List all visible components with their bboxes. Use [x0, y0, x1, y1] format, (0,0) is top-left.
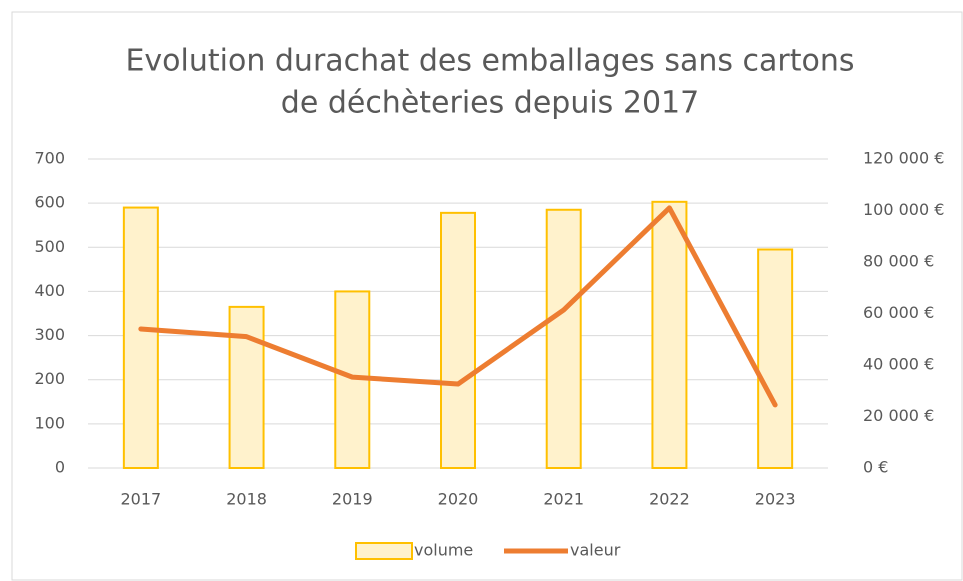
- bar: [545, 208, 582, 469]
- bar: [440, 211, 476, 469]
- y-tick-label: 600: [34, 193, 65, 212]
- x-tick-label: 2020: [438, 490, 479, 509]
- chart-title: Evolution durachat des emballages sans c…: [125, 44, 854, 79]
- y2-tick-label: 120 000 €: [863, 149, 944, 168]
- x-tick-label: 2022: [649, 490, 690, 509]
- bar: [651, 200, 688, 469]
- x-tick-label: 2017: [120, 490, 161, 509]
- x-tick-label: 2023: [755, 490, 796, 509]
- y2-tick-label: 60 000 €: [863, 303, 934, 322]
- x-tick-label: 2019: [332, 490, 373, 509]
- y-tick-label: 500: [34, 237, 65, 256]
- y-tick-label: 200: [34, 369, 65, 388]
- chart-border: [11, 11, 963, 581]
- chart-title: de déchèteries depuis 2017: [281, 86, 699, 121]
- legend-label: valeur: [570, 541, 621, 560]
- y2-tick-label: 0 €: [863, 458, 888, 477]
- x-tick-label: 2021: [543, 490, 584, 509]
- legend-swatch: [355, 542, 413, 560]
- y-tick-label: 300: [34, 325, 65, 344]
- bar: [757, 248, 794, 469]
- bar: [122, 206, 159, 470]
- x-tick-label: 2018: [226, 490, 267, 509]
- y-tick-label: 0: [55, 458, 65, 477]
- bar: [228, 305, 265, 469]
- legend-label: volume: [414, 541, 473, 560]
- line: [138, 205, 778, 408]
- y2-tick-label: 100 000 €: [863, 200, 944, 219]
- y-tick-label: 400: [34, 281, 65, 300]
- y2-tick-label: 80 000 €: [863, 252, 934, 271]
- y2-tick-label: 40 000 €: [863, 355, 934, 374]
- y2-tick-label: 20 000 €: [863, 406, 934, 425]
- y-tick-label: 100: [34, 413, 65, 432]
- y-tick-label: 700: [34, 149, 65, 168]
